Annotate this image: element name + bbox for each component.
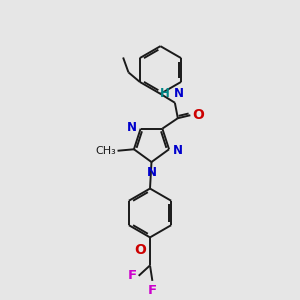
Text: F: F (128, 269, 137, 282)
Text: F: F (148, 284, 157, 297)
Text: H: H (160, 87, 170, 100)
Text: N: N (127, 121, 137, 134)
Text: N: N (146, 166, 157, 178)
Text: CH₃: CH₃ (95, 146, 116, 156)
Text: N: N (174, 87, 184, 100)
Text: O: O (192, 108, 204, 122)
Text: O: O (134, 243, 146, 257)
Text: N: N (172, 144, 183, 157)
